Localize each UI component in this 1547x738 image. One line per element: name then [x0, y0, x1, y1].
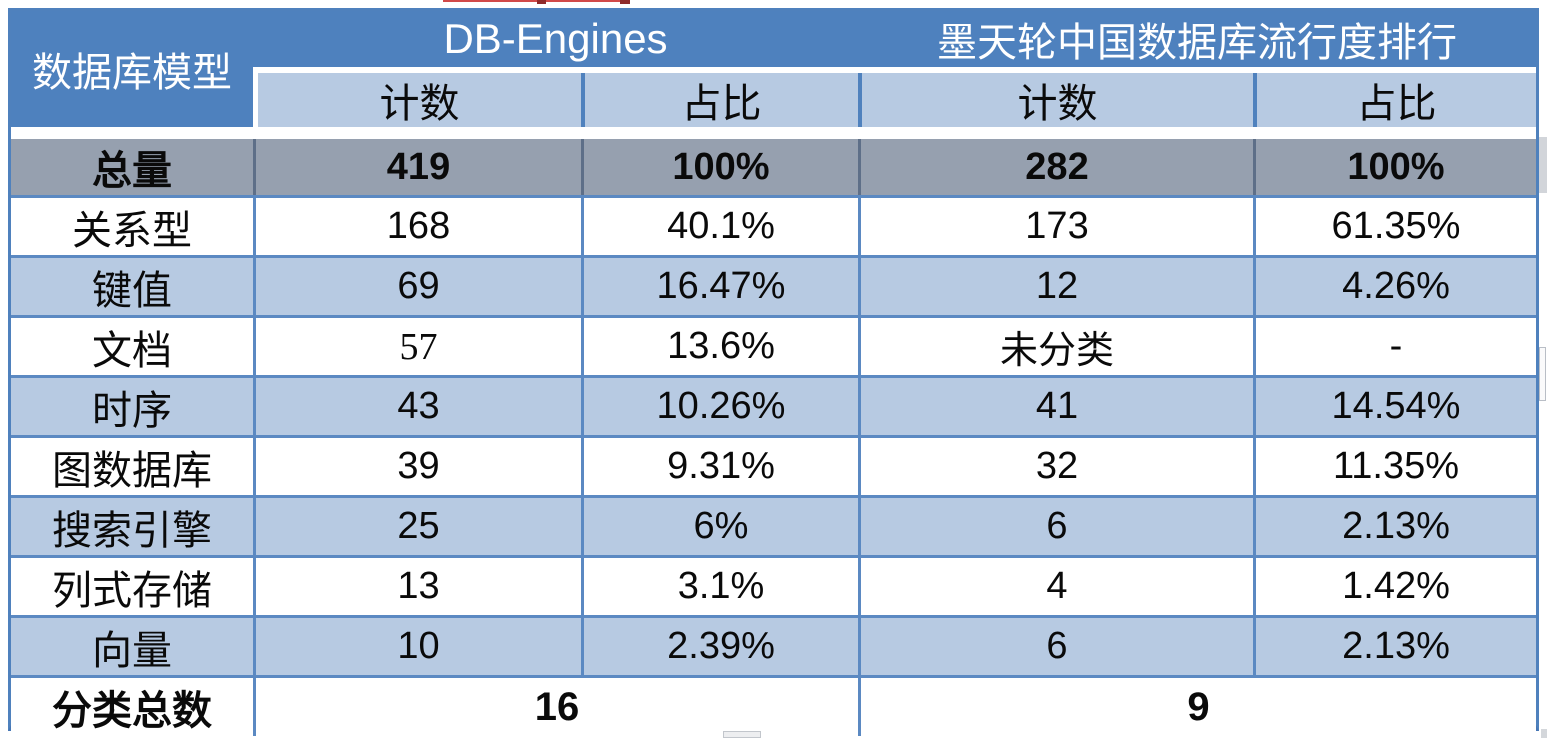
table-cell: 4.26% [1253, 255, 1536, 315]
table-cell: 14.54% [1253, 375, 1536, 435]
row-label: 文档 [11, 315, 253, 375]
subheader-mtl-count: 计数 [858, 73, 1253, 127]
right-margin-gray-tab [1539, 137, 1547, 193]
table-cell: 1.42% [1253, 555, 1536, 615]
table-cell: 3.1% [581, 555, 858, 615]
table-cell: 9.31% [581, 435, 858, 495]
table-cell: 41 [858, 375, 1253, 435]
cropped-red-text-artifact [620, 0, 630, 4]
table-cell: 61.35% [1253, 195, 1536, 255]
row-label: 向量 [11, 615, 253, 675]
table-cell: 10.26% [581, 375, 858, 435]
table-cell: 25 [253, 495, 581, 555]
table-cell: 13.6% [581, 315, 858, 375]
table-cell: 2.13% [1253, 615, 1536, 675]
subheader-db-count: 计数 [253, 73, 581, 127]
table-cell: 13 [253, 555, 581, 615]
table-cell: 69 [253, 255, 581, 315]
cell-total-db-percent: 100% [581, 139, 858, 195]
table-cell: 2.13% [1253, 495, 1536, 555]
cropped-red-text-artifact [443, 0, 630, 2]
bottom-right-gray-sliver [1541, 729, 1547, 738]
cell-total-mtl-percent: 100% [1253, 139, 1536, 195]
table-cell: 11.35% [1253, 435, 1536, 495]
row-label-category-total: 分类总数 [11, 675, 253, 736]
row-label: 搜索引擎 [11, 495, 253, 555]
subheader-db-percent: 占比 [581, 73, 858, 127]
cell-total-db-count: 419 [253, 139, 581, 195]
table-cell: 57 [253, 315, 581, 375]
bottom-scrollbar-fragment [723, 731, 761, 738]
right-margin-outline-box [1539, 347, 1546, 401]
table-cell: 43 [253, 375, 581, 435]
table-cell: 40.1% [581, 195, 858, 255]
table-cell: 未分类 [858, 315, 1253, 375]
table-cell: 6% [581, 495, 858, 555]
header-body-separator [11, 127, 1536, 139]
table-cell: - [1253, 315, 1536, 375]
header-white-gap [253, 67, 1536, 73]
table-cell: 39 [253, 435, 581, 495]
table-cell: 32 [858, 435, 1253, 495]
table-cell: 6 [858, 615, 1253, 675]
table-cell: 2.39% [581, 615, 858, 675]
cell-total-mtl-count: 282 [858, 139, 1253, 195]
table-cell: 168 [253, 195, 581, 255]
row-label: 关系型 [11, 195, 253, 255]
row-label: 图数据库 [11, 435, 253, 495]
cropped-red-text-artifact [537, 0, 546, 4]
subheader-mtl-percent: 占比 [1253, 73, 1536, 127]
table-cell: 4 [858, 555, 1253, 615]
corner-header-database-model: 数据库模型 [11, 11, 253, 127]
cell-category-total-mtl: 9 [858, 675, 1536, 736]
table-cell: 173 [858, 195, 1253, 255]
row-label: 列式存储 [11, 555, 253, 615]
table-cell: 12 [858, 255, 1253, 315]
group-header-db-engines: DB-Engines [253, 11, 858, 67]
row-label-total: 总量 [11, 139, 253, 195]
comparison-table: 数据库模型 DB-Engines 墨天轮中国数据库流行度排行 计数 占比 计数 … [8, 8, 1539, 736]
group-header-motianlun: 墨天轮中国数据库流行度排行 [858, 11, 1536, 67]
table-cell: 16.47% [581, 255, 858, 315]
table-cell: 10 [253, 615, 581, 675]
cell-category-total-db: 16 [253, 675, 858, 736]
row-label: 时序 [11, 375, 253, 435]
row-label: 键值 [11, 255, 253, 315]
table-cell: 6 [858, 495, 1253, 555]
